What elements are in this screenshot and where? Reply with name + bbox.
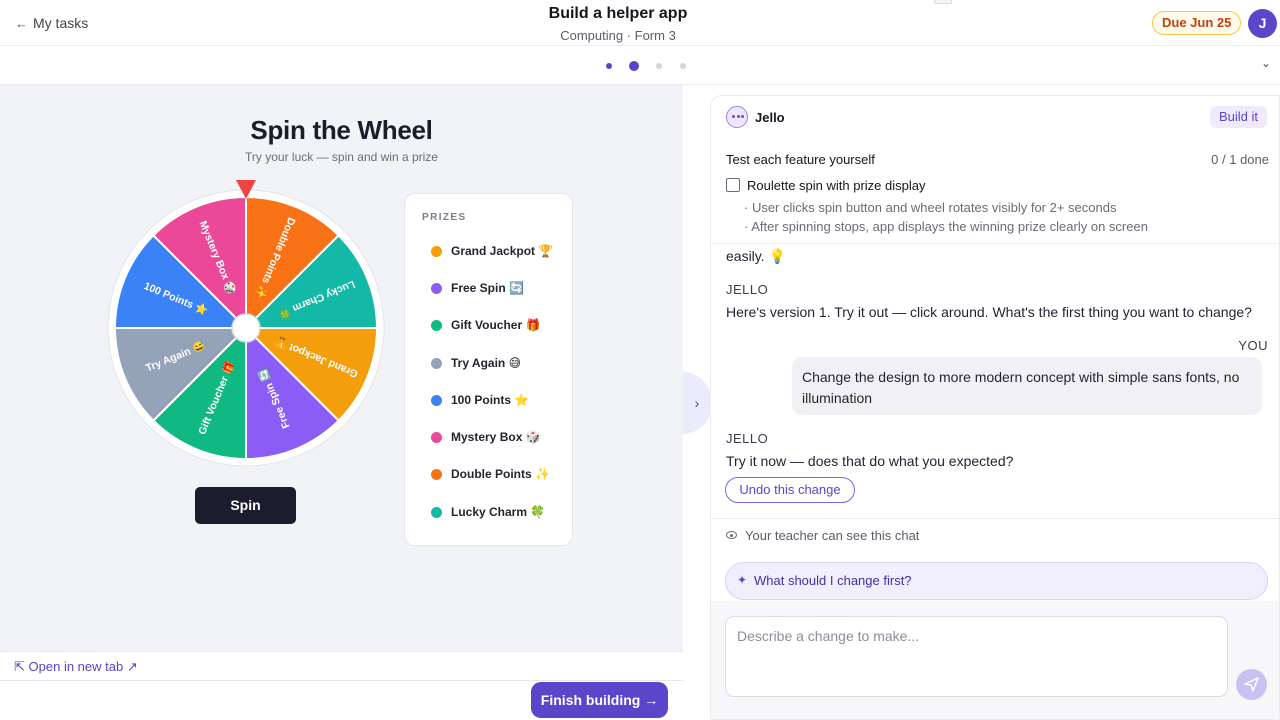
jello-label: JELLO bbox=[726, 431, 769, 446]
prize-label: Grand Jackpot 🏆 bbox=[451, 244, 554, 258]
assistant-chat-panel: Jello Build it Test each feature yoursel… bbox=[710, 95, 1280, 720]
step-dot-2-current[interactable] bbox=[629, 61, 639, 71]
chevron-down-icon[interactable]: ⌄ bbox=[1261, 56, 1272, 70]
top-bar: ← My tasks Build a helper app Computing … bbox=[0, 0, 1280, 46]
step-dot-1[interactable] bbox=[606, 63, 612, 69]
checklist-title: Test each feature yourself bbox=[726, 152, 875, 167]
you-label: YOU bbox=[1238, 338, 1268, 353]
assistant-message-1: Here's version 1. Try it out — click aro… bbox=[726, 304, 1252, 320]
prize-label: Mystery Box 🎲 bbox=[451, 430, 541, 444]
step-dot-4[interactable] bbox=[680, 63, 686, 69]
wheel-segment bbox=[151, 195, 247, 331]
wheel-segment bbox=[151, 325, 247, 461]
undo-change-button[interactable]: Undo this change bbox=[725, 477, 855, 503]
back-to-my-tasks-link[interactable]: ← My tasks bbox=[15, 15, 88, 31]
finish-building-button[interactable]: Finish building → bbox=[531, 682, 668, 718]
message-input[interactable] bbox=[725, 616, 1228, 697]
due-date-badge: Due Jun 25 bbox=[1152, 11, 1242, 35]
external-link-icon: ⇱ bbox=[14, 659, 25, 674]
prize-wheel[interactable]: Double Points ✨Lucky Charm 🍀Grand Jackpo… bbox=[105, 177, 387, 467]
prize-swatch bbox=[431, 394, 442, 406]
eye-icon bbox=[726, 531, 737, 539]
build-it-button[interactable]: Build it bbox=[1210, 106, 1268, 128]
prize-item-8: Lucky Charm 🍀 bbox=[431, 505, 545, 519]
send-button[interactable] bbox=[1236, 669, 1267, 700]
prize-label: Lucky Charm 🍀 bbox=[451, 505, 546, 519]
wheel-subtitle: Try your luck — spin and win a prize bbox=[245, 150, 438, 164]
prize-swatch bbox=[431, 431, 442, 443]
prize-swatch bbox=[431, 357, 442, 369]
chevron-right-icon[interactable]: › bbox=[683, 372, 711, 434]
arrow-left-icon: ← bbox=[15, 15, 28, 31]
wheel-segment bbox=[243, 327, 379, 423]
wheel-segment bbox=[245, 325, 341, 461]
feature-label: Roulette spin with prize display bbox=[747, 178, 926, 193]
prize-item-5: 100 Points ⭐ bbox=[431, 393, 529, 407]
wheel-pointer bbox=[236, 180, 256, 199]
teacher-visibility-notice: Your teacher can see this chat bbox=[711, 518, 1279, 550]
window-handle bbox=[934, 0, 952, 4]
composer bbox=[711, 601, 1279, 719]
page-title: Build a helper app bbox=[548, 5, 688, 22]
wheel-segment bbox=[243, 233, 379, 329]
spin-button[interactable]: Spin bbox=[195, 487, 296, 524]
checklist-progress: 0 / 1 done bbox=[1211, 152, 1269, 167]
chat-messages: easily. 💡 JELLO Here's version 1. Try it… bbox=[711, 245, 1279, 518]
send-icon bbox=[1244, 677, 1259, 692]
app-preview-pane: Spin the Wheel Try your luck — spin and … bbox=[0, 85, 683, 651]
prize-item-2: Free Spin 🔄 bbox=[431, 281, 524, 295]
prize-item-3: Gift Voucher 🎁 bbox=[431, 318, 540, 332]
wheel-segment bbox=[245, 195, 341, 331]
wheel-title: Spin the Wheel bbox=[250, 115, 433, 145]
prize-swatch bbox=[431, 319, 442, 331]
prizes-heading: PRIZES bbox=[422, 212, 467, 223]
finish-bar: Finish building → bbox=[0, 681, 683, 720]
open-tab-bar: ⇱ Open in new tab ↗ bbox=[0, 651, 683, 681]
user-message: Change the design to more modern concept… bbox=[792, 357, 1262, 415]
feature-checkbox[interactable] bbox=[726, 178, 740, 192]
prize-label: Try Again 😅 bbox=[451, 356, 522, 370]
prize-label: Gift Voucher 🎁 bbox=[451, 318, 541, 332]
arrow-up-right-icon: ↗ bbox=[126, 659, 138, 674]
teacher-notice-text: Your teacher can see this chat bbox=[745, 528, 920, 543]
prize-label: 100 Points ⭐ bbox=[451, 393, 530, 407]
wheel-hub bbox=[231, 313, 261, 343]
avatar[interactable]: J bbox=[1248, 9, 1277, 38]
prize-label: Free Spin 🔄 bbox=[451, 281, 524, 295]
open-in-new-tab-label: Open in new tab bbox=[28, 659, 124, 674]
step-dot-3[interactable] bbox=[656, 63, 662, 69]
wheel-segment bbox=[113, 327, 249, 423]
step-progress-bar bbox=[0, 46, 1280, 85]
prizes-panel: PRIZES Grand Jackpot 🏆 Free Spin 🔄 Gift … bbox=[404, 193, 573, 546]
feature-checklist: Test each feature yourself 0 / 1 done Ro… bbox=[711, 139, 1279, 244]
prize-swatch bbox=[431, 282, 442, 294]
open-in-new-tab-link[interactable]: ⇱ Open in new tab ↗ bbox=[14, 659, 138, 675]
sparkle-icon: ✦ bbox=[737, 573, 748, 587]
criteria-2: · After spinning stops, app displays the… bbox=[744, 219, 1148, 234]
back-label: My tasks bbox=[33, 15, 89, 31]
criteria-1: · User clicks spin button and wheel rota… bbox=[744, 200, 1117, 215]
prize-swatch bbox=[431, 468, 442, 480]
jello-avatar-icon bbox=[726, 106, 748, 128]
suggestion-text: What should I change first? bbox=[754, 573, 912, 588]
prize-label: Double Points ✨ bbox=[451, 467, 550, 481]
prize-swatch bbox=[431, 506, 442, 518]
assistant-name: Jello bbox=[755, 110, 785, 125]
prize-item-6: Mystery Box 🎲 bbox=[431, 430, 541, 444]
prize-item-1: Grand Jackpot 🏆 bbox=[431, 244, 553, 258]
page-subtitle: Computing · Form 3 bbox=[560, 28, 676, 43]
page-title-block: Build a helper app Computing · Form 3 bbox=[0, 5, 1236, 43]
assistant-message-2: Try it now — does that do what you expec… bbox=[726, 453, 1014, 469]
suggestion-chip[interactable]: ✦ What should I change first? bbox=[725, 562, 1268, 600]
prize-item-4: Try Again 😅 bbox=[431, 356, 521, 370]
wheel-segment bbox=[113, 233, 249, 329]
prize-item-7: Double Points ✨ bbox=[431, 467, 550, 481]
jello-label: JELLO bbox=[726, 282, 769, 297]
partial-message: easily. 💡 bbox=[726, 248, 786, 264]
prize-swatch bbox=[431, 245, 442, 257]
